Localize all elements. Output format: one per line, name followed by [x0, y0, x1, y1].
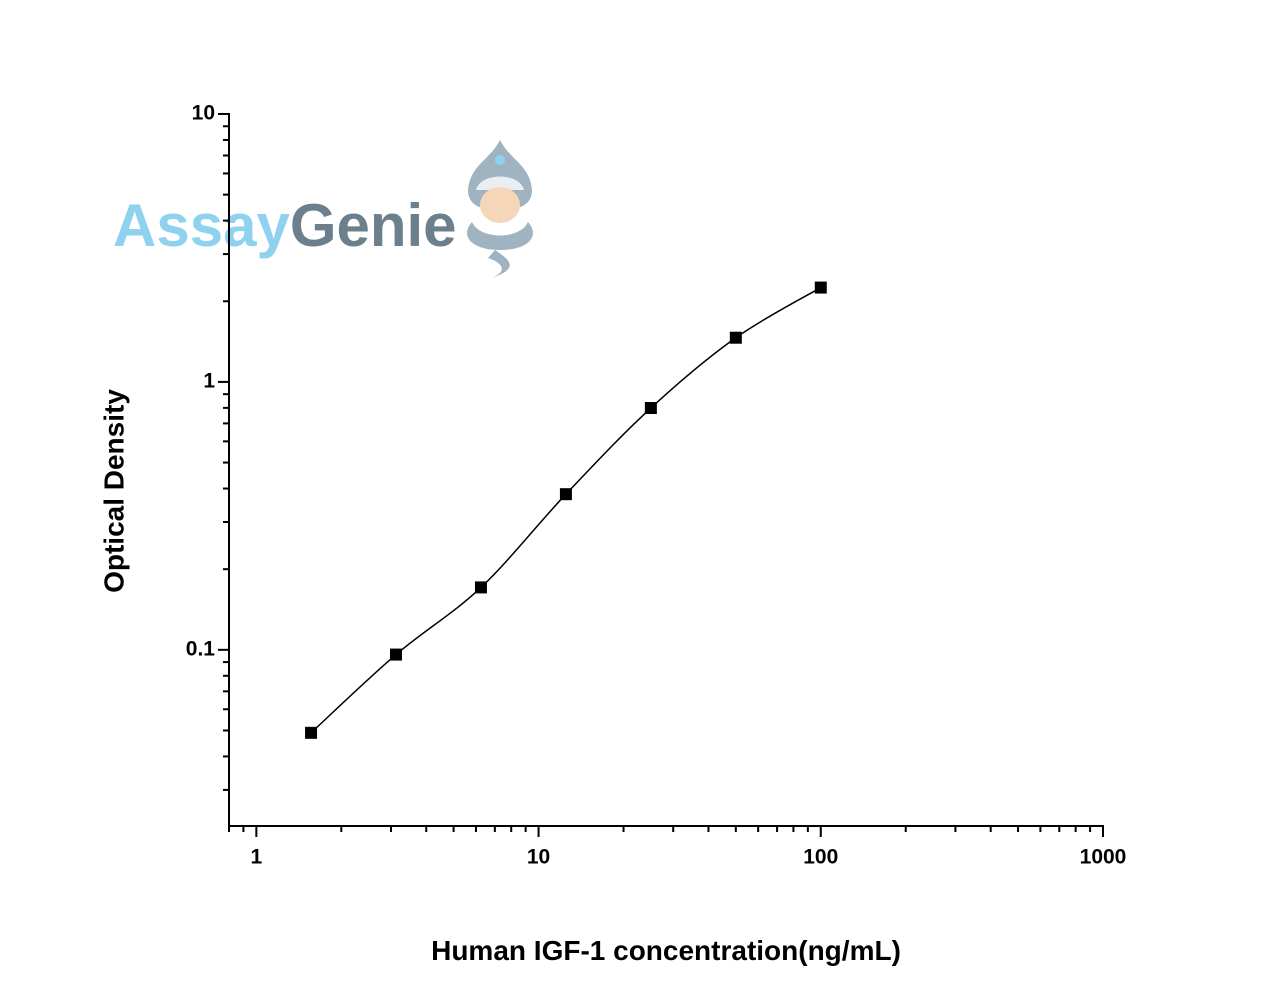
fit-curve: [310, 286, 822, 734]
y-axis-title: Optical Density: [98, 389, 129, 593]
data-point: [390, 648, 403, 661]
y-tick-label: 0.1: [186, 637, 216, 660]
data-point: [474, 581, 487, 594]
x-tick-label: 10: [527, 846, 550, 869]
logo-text: AssayGenie: [113, 192, 457, 259]
data-point: [559, 488, 572, 501]
y-tick-label: 10: [192, 102, 215, 125]
data-point: [305, 726, 318, 739]
y-tick-label: 1: [203, 369, 215, 392]
x-tick-label: 100: [803, 846, 838, 869]
genie-icon: [467, 140, 533, 278]
data-point: [729, 331, 742, 344]
logo: AssayGenie: [113, 140, 533, 278]
data-point: [814, 281, 827, 294]
x-tick-label: 1000: [1080, 846, 1127, 869]
logo-part: Genie: [290, 192, 457, 259]
data-point: [644, 402, 657, 415]
x-axis-title: Human IGF-1 concentration(ng/mL): [431, 935, 901, 966]
x-tick-label: 1: [251, 846, 263, 869]
logo-part: Assay: [113, 192, 290, 259]
